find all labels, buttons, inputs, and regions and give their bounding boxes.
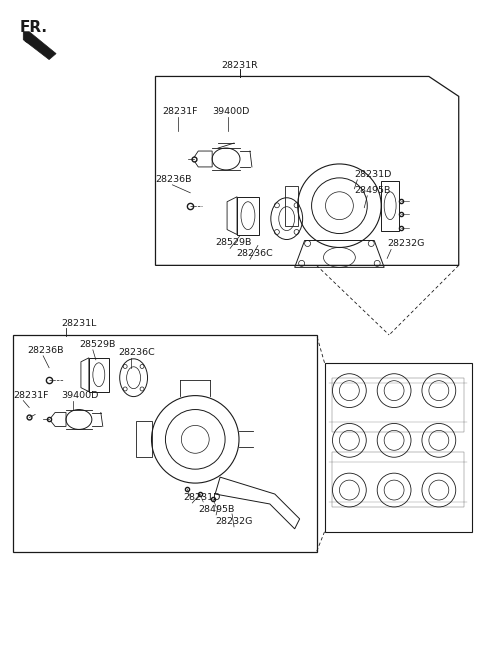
Text: 28231F: 28231F [162,107,198,116]
Bar [333,452,464,507]
Text: 28495B: 28495B [354,186,391,195]
Bar [324,363,472,532]
Bar [13,335,316,552]
Text: 28232G: 28232G [387,239,424,249]
Bar [333,378,464,432]
Text: 28529B: 28529B [215,239,252,247]
Text: 28495B: 28495B [198,505,235,514]
Text: 28231L: 28231L [61,319,96,328]
Text: 28231R: 28231R [222,60,258,70]
Text: 39400D: 39400D [212,107,250,116]
Text: 28236C: 28236C [119,348,156,357]
Text: 28529B: 28529B [79,340,115,349]
Text: 28231D: 28231D [183,493,221,502]
Text: 28236C: 28236C [236,249,273,258]
Polygon shape [23,31,56,60]
Text: 39400D: 39400D [61,390,98,400]
Text: 28236B: 28236B [156,175,192,184]
Text: 28231F: 28231F [13,390,49,400]
Text: 28231D: 28231D [354,170,392,179]
Text: 28236B: 28236B [27,346,64,355]
Text: FR.: FR. [19,20,48,35]
Text: 28232G: 28232G [215,517,252,526]
